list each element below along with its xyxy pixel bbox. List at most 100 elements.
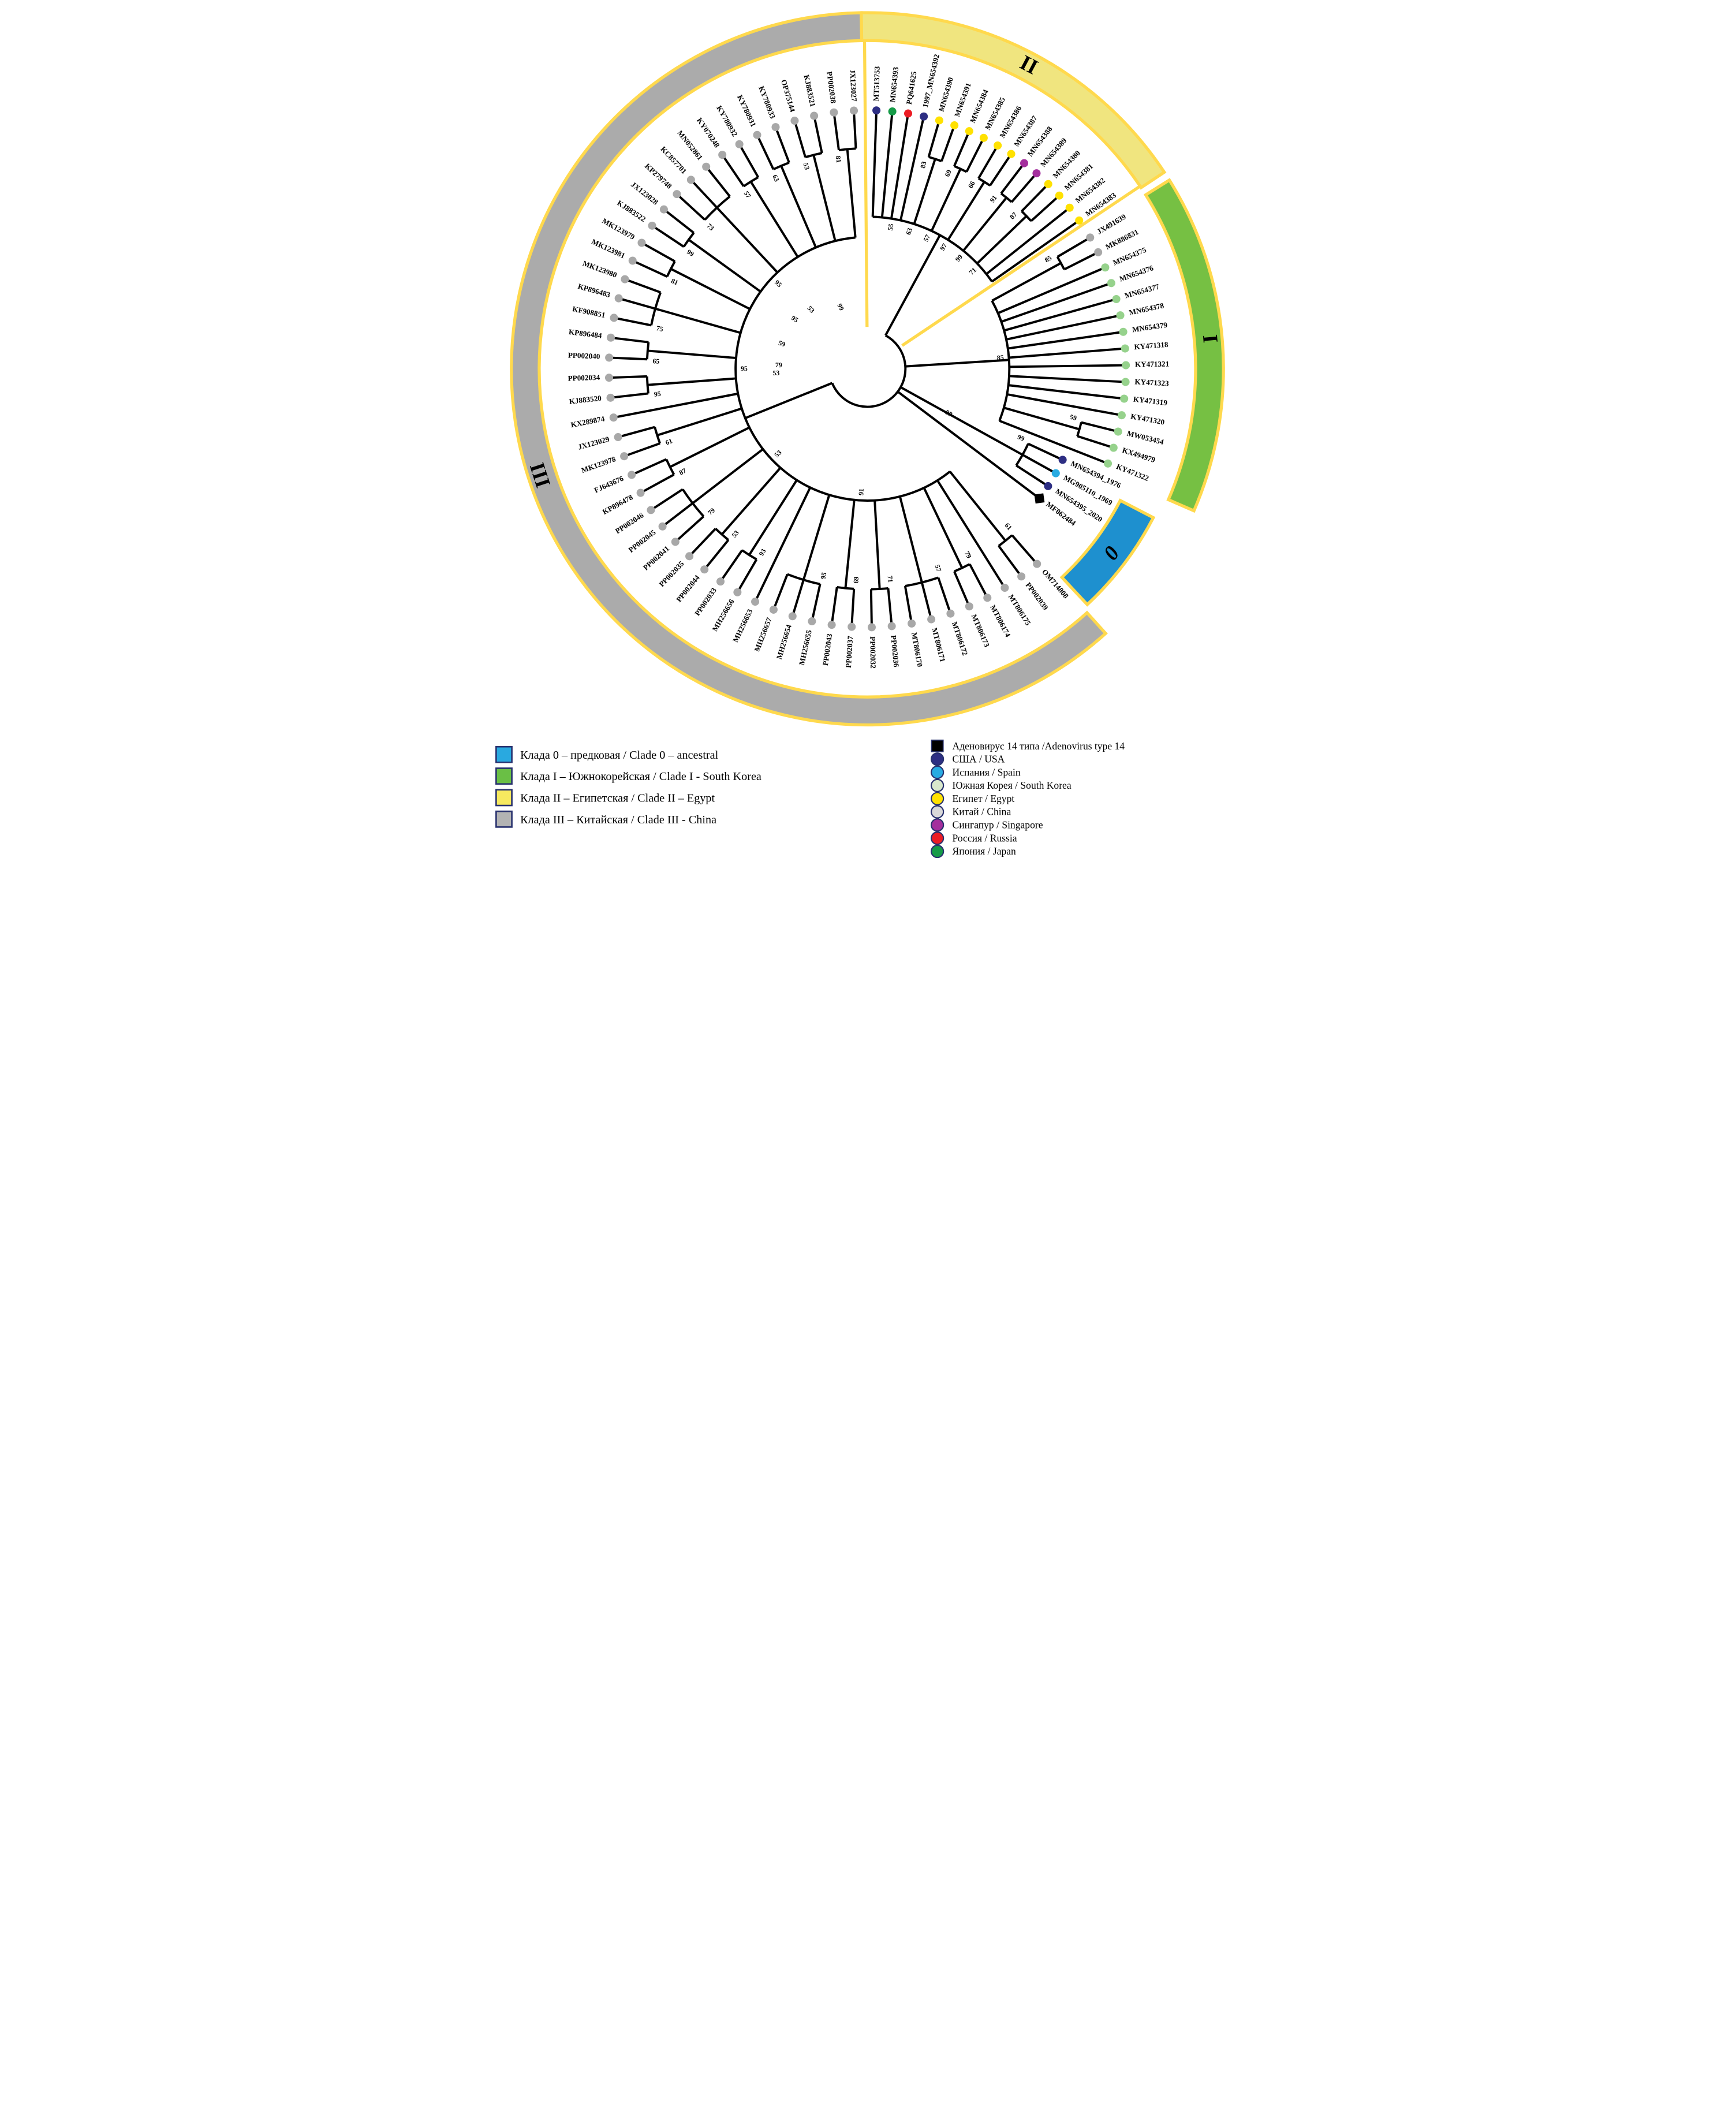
bootstrap-value: 57: [933, 564, 943, 573]
taxon-label: MN654376: [1118, 263, 1154, 283]
taxon-dot: [1121, 344, 1129, 353]
tree-branch: [898, 496, 923, 583]
tree-branch: [744, 382, 832, 420]
taxon-dot: [627, 471, 636, 479]
taxon-label: PP002033: [693, 586, 718, 618]
taxon-label: MT806171: [930, 627, 947, 663]
tree-branch: [772, 573, 789, 610]
tree-branch: [802, 494, 830, 580]
tree-branch: [936, 480, 1006, 589]
taxon-dot: [950, 121, 958, 130]
taxon-label: MH256655: [797, 629, 813, 666]
taxon-dot: [827, 621, 836, 629]
taxon-label: MH256657: [752, 616, 774, 653]
bootstrap-value: 79: [705, 506, 716, 517]
taxon-label: PP002032: [868, 636, 878, 669]
taxon-label: MN654377: [1123, 282, 1160, 300]
tree-branch: [846, 149, 857, 238]
tree-branch: [720, 467, 781, 535]
cladeI-swatch: [495, 767, 513, 785]
tree-branch: [654, 307, 741, 334]
taxon-label: MN654379: [1131, 320, 1167, 334]
tree-branch: [675, 193, 705, 221]
usa-marker: [930, 752, 944, 766]
tree-branch: [1056, 236, 1091, 258]
taxon-label: MN654391: [953, 81, 973, 118]
tree-branch: [1063, 251, 1099, 271]
tree-branch: [632, 259, 667, 278]
bootstrap-value: 91: [857, 488, 865, 496]
tree-branch: [991, 219, 1080, 283]
tree-branch: [651, 225, 685, 248]
bootstrap-value: 87: [1007, 210, 1018, 221]
clade-band-III: [509, 11, 1108, 727]
taxon-dot: [1109, 443, 1118, 452]
taxon-label: OP375144: [779, 79, 797, 113]
taxon-label: KY780931: [736, 94, 758, 128]
legend-item-china: Китай / China: [930, 805, 1011, 819]
taxon-dot: [1117, 411, 1126, 420]
taxon-label: PP002039: [1024, 581, 1050, 612]
egypt-label: Египет / Egypt: [952, 793, 1014, 804]
clade-band-I: [1143, 178, 1225, 513]
taxon-dot: [1103, 459, 1112, 468]
bootstrap-value: 55: [886, 223, 895, 231]
taxon-dot: [965, 602, 973, 611]
taxon-dot: [606, 393, 615, 402]
taxon-dot: [1100, 263, 1109, 272]
taxon-dot: [609, 413, 618, 422]
taxon-label: JX123027: [848, 69, 858, 102]
tree-branch: [1011, 534, 1038, 565]
tree-branch: [719, 549, 743, 583]
taxon-label: KP896478: [600, 493, 634, 516]
taxon-dot: [751, 598, 759, 606]
taxon-label: MN654384: [968, 88, 990, 124]
taxon-dot: [619, 452, 628, 461]
tree-branch: [905, 359, 1009, 368]
tree-branch: [955, 417, 1023, 456]
taxon-dot: [983, 594, 991, 602]
egypt-marker: [930, 792, 944, 805]
tree-branch: [1007, 384, 1124, 400]
tree-branch: [949, 471, 1006, 542]
tree-branch: [661, 502, 693, 528]
taxon-dot: [993, 141, 1002, 150]
tree-branch: [988, 153, 1012, 186]
taxon-dot: [888, 107, 897, 116]
taxon-dot: [771, 123, 780, 132]
taxon-label: PP002041: [641, 544, 670, 572]
legend-item-japan: Япония / Japan: [930, 844, 1016, 859]
cladeI-label: Клада I – Южнокорейская / Clade I - Sout…: [520, 770, 761, 783]
cladeII-label: Клада II – Египетская / Clade II – Egypt: [520, 792, 715, 804]
taxon-label: MK123981: [590, 237, 626, 260]
tree-branch: [1080, 421, 1118, 433]
tree-branch: [647, 377, 736, 386]
taxon-dot: [609, 314, 618, 322]
tree-branch: [669, 426, 750, 468]
bootstrap-value: 81: [670, 277, 680, 287]
bootstrap-value: 95: [653, 390, 661, 398]
tree-branch: [791, 579, 805, 617]
taxon-dot: [658, 522, 667, 531]
tree-branch: [1015, 464, 1048, 487]
taxon-dot: [1058, 456, 1067, 464]
taxon-dot: [1055, 191, 1063, 200]
taxon-label: PP002037: [843, 635, 854, 668]
taxon-dot: [604, 353, 613, 362]
taxon-dot: [735, 140, 744, 148]
root-bootstrap-value: 79: [775, 361, 782, 369]
tree-branch: [779, 165, 817, 248]
legend-clades: Клада 0 – предковая / Clade 0 – ancestra…: [495, 745, 761, 828]
tree-branch: [1003, 406, 1080, 431]
taxon-label: KJ883520: [568, 394, 602, 406]
taxon-dot: [847, 622, 856, 631]
taxon-label: KC857701: [659, 145, 688, 176]
spain-marker: [930, 765, 944, 779]
china-label: Китай / China: [952, 806, 1011, 818]
taxon-dot: [935, 116, 943, 125]
taxon-label: KP896483: [577, 282, 611, 299]
spain-label: Испания / Spain: [952, 766, 1020, 778]
taxon-label: MW053454: [1126, 429, 1164, 446]
taxon-dot: [1074, 216, 1083, 225]
